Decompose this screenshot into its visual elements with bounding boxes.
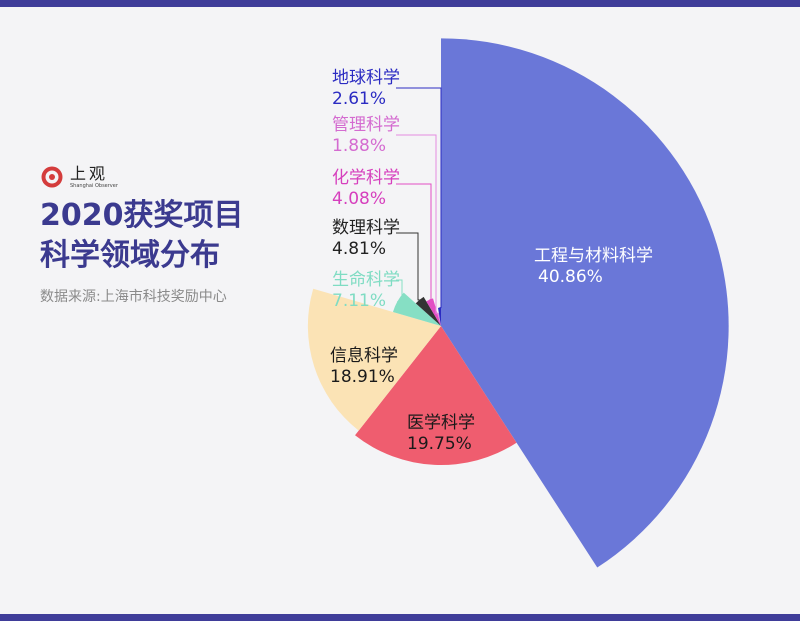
slice-label-name: 管理科学 — [332, 115, 400, 135]
slice-label-name: 生命科学 — [332, 270, 400, 290]
slice-5 — [426, 298, 441, 326]
slice-label-5: 化学科学 4.08% — [332, 168, 400, 210]
bottom-band — [0, 614, 800, 621]
slice-label-1: 医学科学 19.75% — [407, 413, 475, 455]
slice-label-name: 医学科学 — [407, 413, 475, 433]
slice-2 — [307, 288, 441, 431]
slice-label-name: 工程与材料科学 — [534, 246, 653, 266]
chart-title-line2: 科学领域分布 — [40, 238, 220, 273]
leader-line-5 — [396, 183, 432, 301]
slice-label-value: 4.81% — [332, 239, 387, 259]
slice-6 — [437, 312, 441, 326]
slice-label-name: 地球科学 — [332, 68, 400, 88]
logo-mark-icon — [41, 166, 63, 188]
leader-line-6 — [396, 134, 439, 314]
slice-label-value: 4.08% — [332, 189, 387, 209]
slice-label-name: 数理科学 — [332, 218, 400, 238]
slice-label-4: 数理科学 4.81% — [332, 218, 400, 260]
chart-title-line1: 2020获奖项目 — [40, 198, 244, 233]
top-band — [0, 0, 800, 7]
slice-label-2: 信息科学 18.91% — [330, 346, 398, 388]
slice-label-3: 生命科学 7.11% — [332, 270, 400, 312]
shanghai-observer-logo: 上观 Shanghai Observer — [40, 165, 118, 189]
logo-subtext: Shanghai Observer — [70, 182, 118, 189]
slice-label-value: 7.11% — [332, 291, 387, 311]
slice-label-0: 工程与材料科学 40.86% — [534, 246, 653, 288]
slice-label-value: 2.61% — [332, 89, 387, 109]
slice-label-value: 19.75% — [407, 434, 472, 454]
slice-1 — [355, 326, 517, 466]
slice-0 — [441, 38, 729, 568]
slice-3 — [392, 292, 441, 326]
slice-label-name: 化学科学 — [332, 168, 400, 188]
chart-title: 2020获奖项目 科学领域分布 — [40, 196, 244, 276]
leader-line-3 — [396, 279, 403, 303]
slice-label-value: 40.86% — [538, 267, 603, 287]
slice-7 — [438, 307, 442, 326]
logo-text: 上观 — [70, 163, 109, 183]
slice-label-7: 地球科学 2.61% — [332, 68, 400, 110]
leader-line-4 — [396, 232, 420, 301]
slice-label-6: 管理科学 1.88% — [332, 115, 400, 157]
slice-label-name: 信息科学 — [330, 346, 398, 366]
slice-4 — [415, 296, 441, 326]
data-source: 数据来源:上海市科技奖励中心 — [40, 289, 227, 305]
leader-line-7 — [396, 87, 442, 309]
slice-label-value: 1.88% — [332, 136, 387, 156]
slice-label-value: 18.91% — [330, 367, 395, 387]
